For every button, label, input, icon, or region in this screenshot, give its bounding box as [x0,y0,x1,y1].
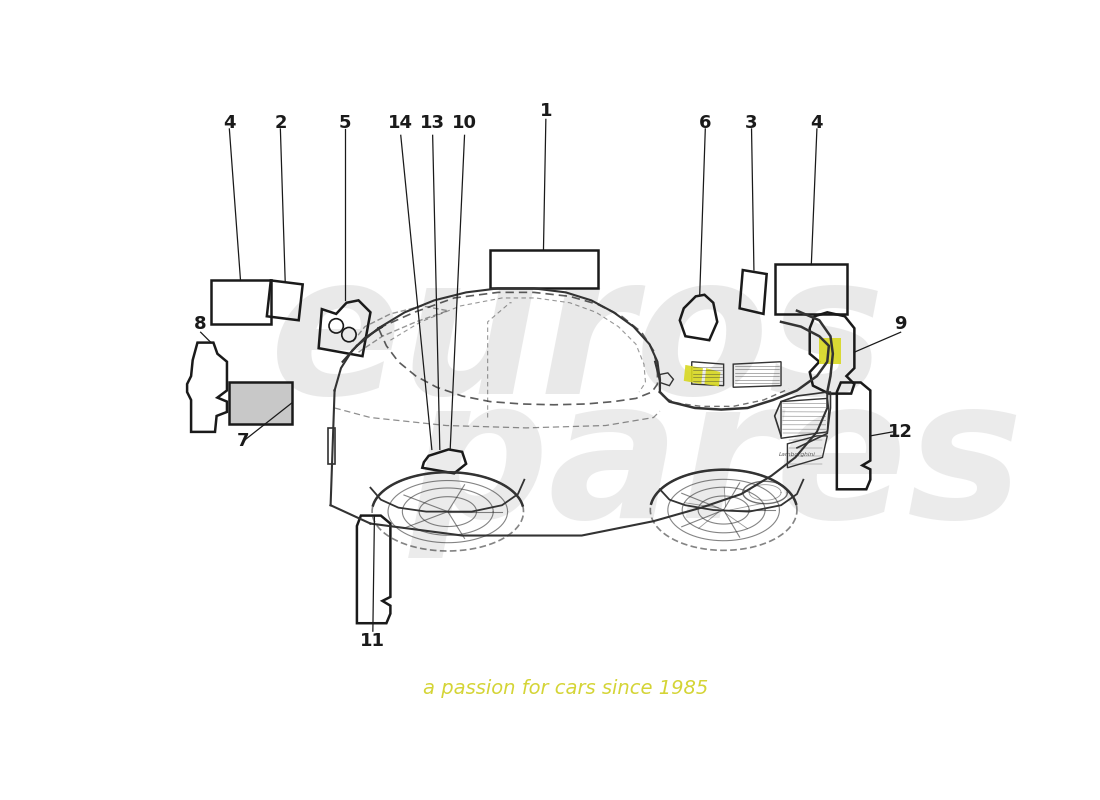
Text: 4: 4 [811,114,823,131]
Text: 5: 5 [339,114,351,131]
Text: 1: 1 [540,102,552,121]
Text: 3: 3 [746,114,758,131]
Polygon shape [704,368,720,386]
Polygon shape [230,382,292,424]
Text: euros: euros [270,246,886,434]
Text: 2: 2 [274,114,287,131]
Text: 8: 8 [195,315,207,334]
Text: 13: 13 [420,114,446,131]
Text: 6: 6 [698,114,712,131]
Text: 10: 10 [452,114,477,131]
Polygon shape [820,338,840,364]
Text: Lamborghini: Lamborghini [779,452,815,457]
Text: 12: 12 [888,423,913,441]
Text: 7: 7 [236,433,250,450]
Polygon shape [684,365,703,384]
Text: 9: 9 [894,315,906,334]
Text: a passion for cars since 1985: a passion for cars since 1985 [424,679,708,698]
Text: 14: 14 [388,114,414,131]
Text: 4: 4 [223,114,235,131]
Text: pares: pares [410,370,1024,558]
Text: 11: 11 [361,632,385,650]
